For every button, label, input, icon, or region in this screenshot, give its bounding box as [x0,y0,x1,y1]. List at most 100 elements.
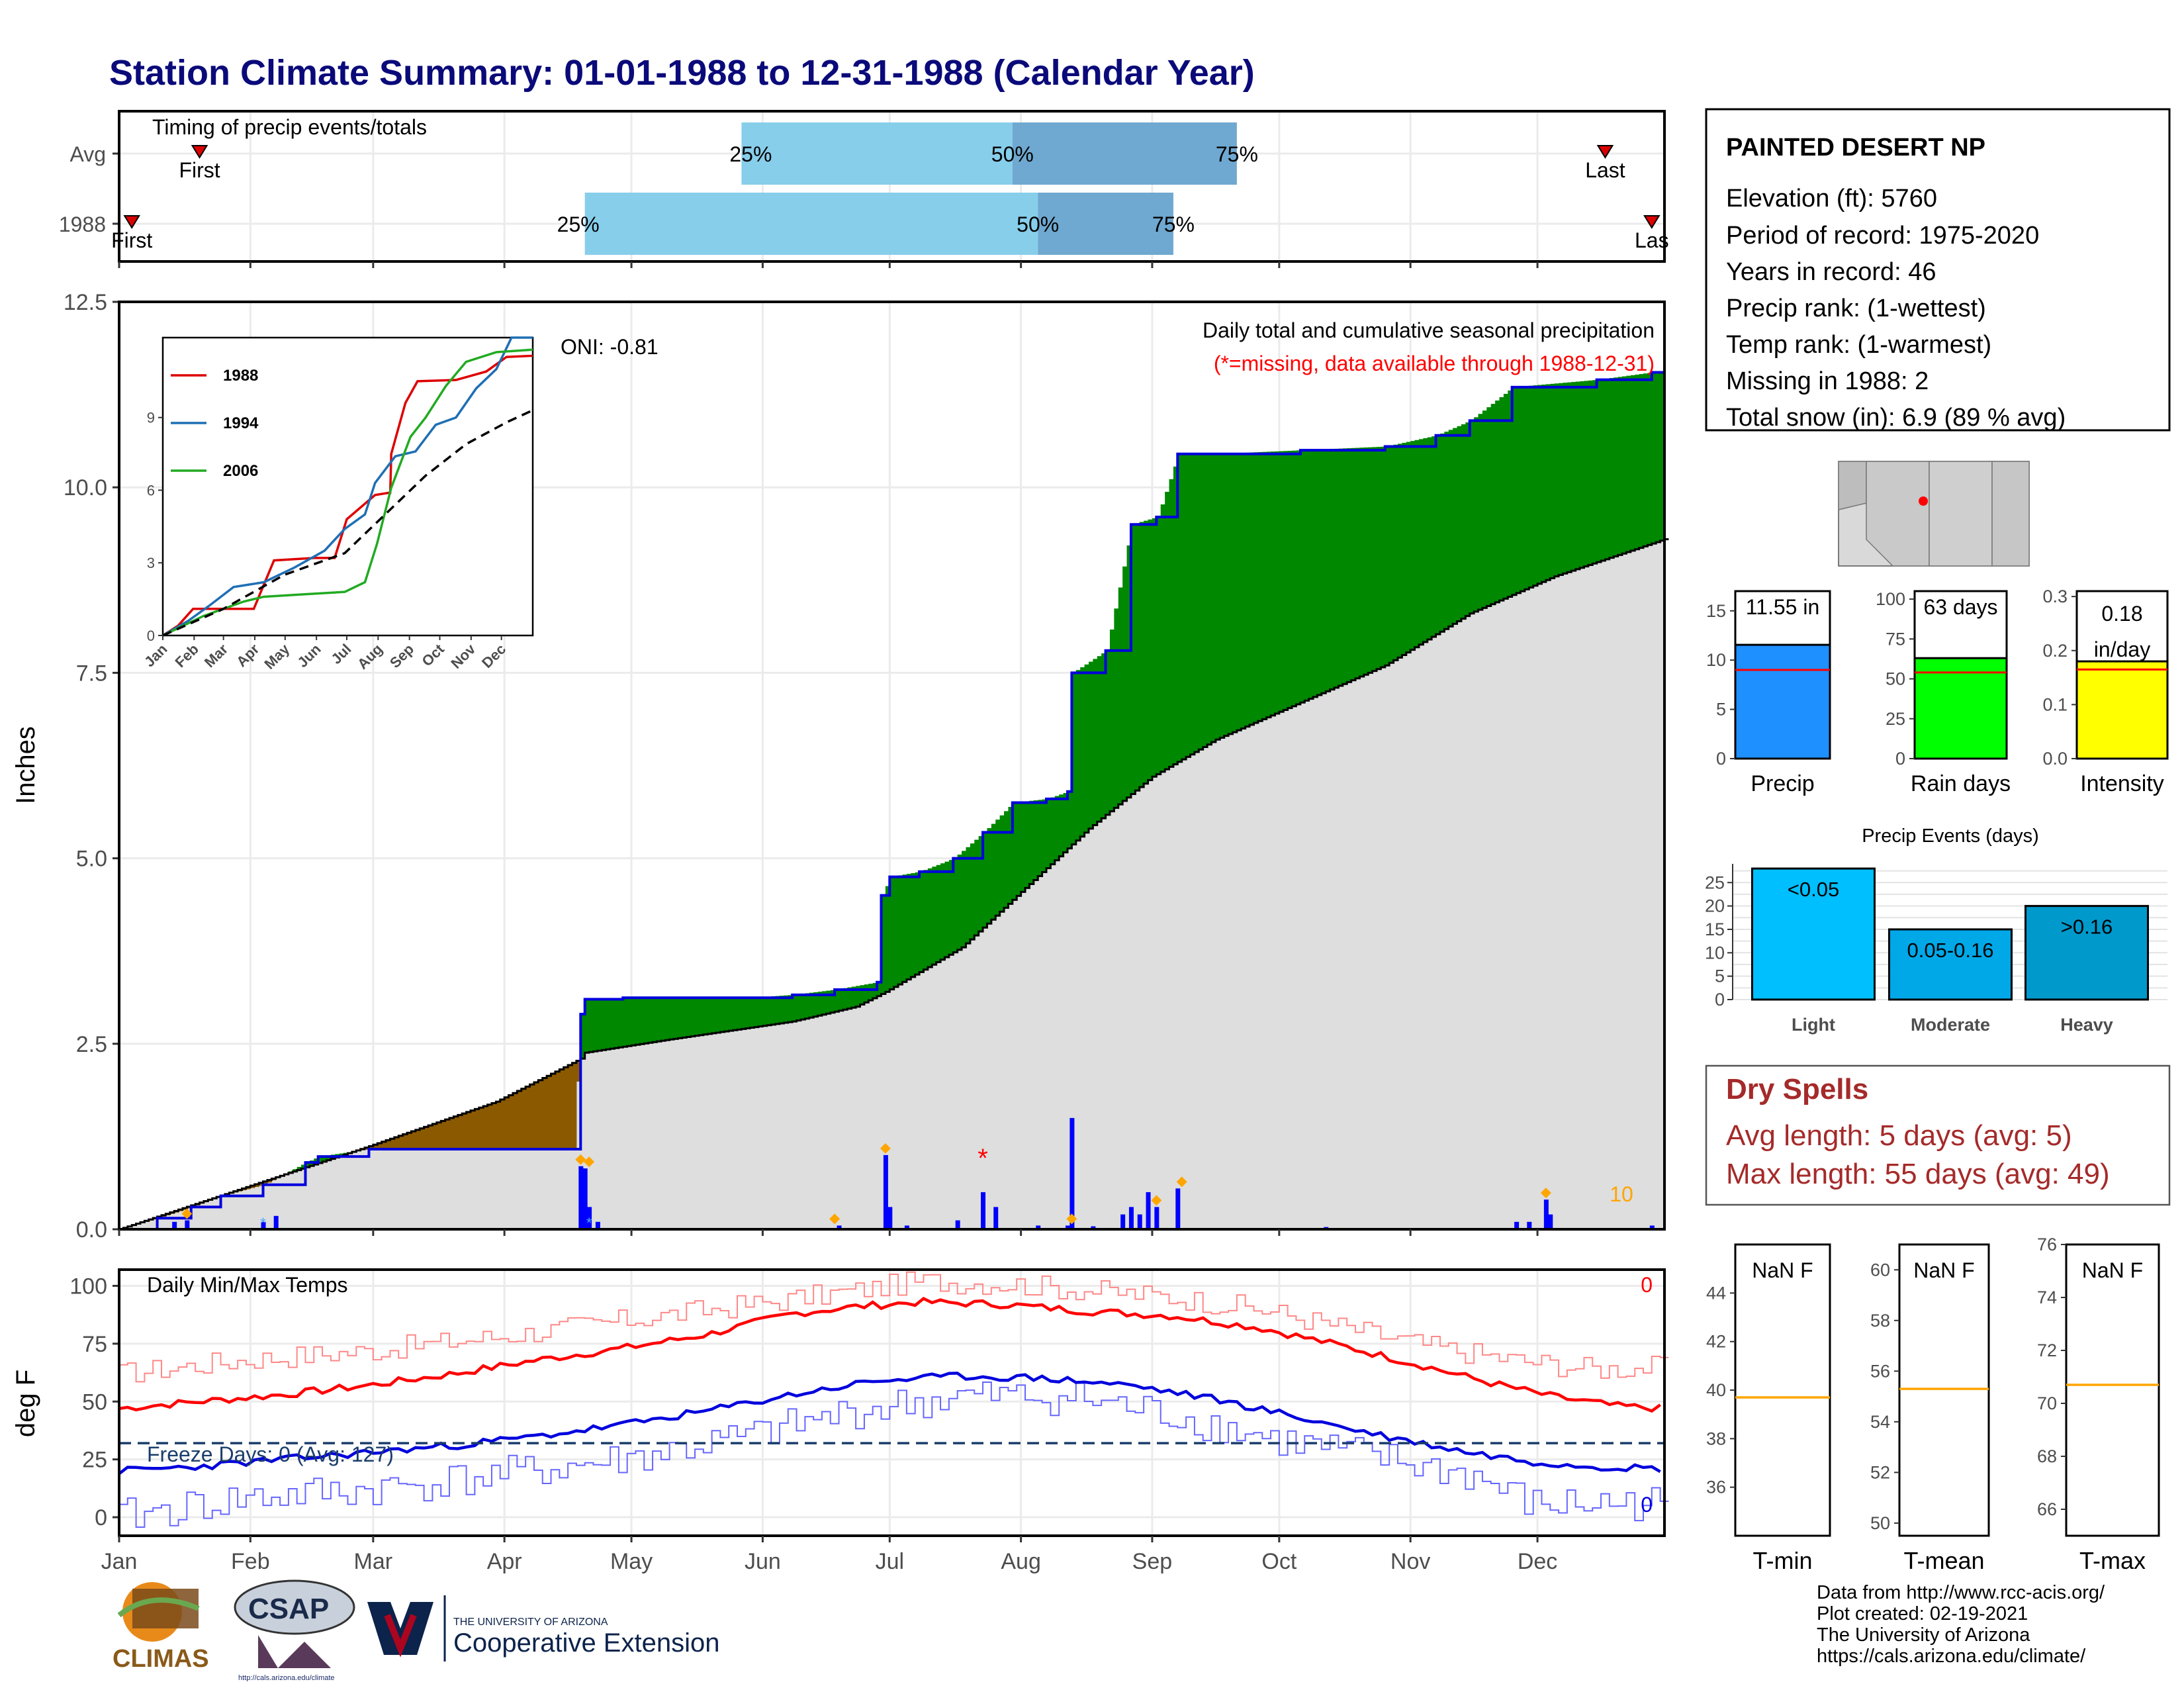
snow-marker: * [260,1215,266,1231]
big-event-count: 10 [1610,1182,1633,1206]
surplus-segment [1296,450,1301,705]
y-tick-label: 10.0 [64,475,107,500]
surplus-segment [987,827,992,924]
deficit-segment [369,1146,374,1149]
deficit-segment [547,1076,552,1149]
inset-y-tick-label: 3 [147,555,155,571]
y-tick-label: 25 [1886,709,1905,729]
surplus-segment [610,998,615,1049]
surplus-segment [1275,451,1280,714]
surplus-segment [635,998,641,1045]
summary-value-label: 63 days [1923,595,1997,619]
y-tick-label: 5.0 [76,847,107,872]
surplus-segment [1584,381,1589,567]
dry-spells-avg: Avg length: 5 days (avg: 5) [1726,1119,2072,1152]
timing-row-label: Avg [69,142,106,166]
timing-q50-label: 50% [991,142,1034,166]
surplus-segment [856,986,861,1007]
surplus-segment [1554,383,1559,577]
surplus-segment [1580,381,1584,568]
surplus-segment [584,999,590,1053]
surplus-segment [957,854,962,950]
surplus-segment [1101,653,1107,819]
surplus-segment [1402,442,1407,655]
timing-first-label: First [179,158,220,182]
surplus-segment [991,823,996,920]
surplus-segment [1545,384,1551,581]
deficit-segment [453,1116,459,1149]
temp-summary-frame [1734,1243,1831,1537]
summary-value-unit: in/day [2094,637,2150,661]
surplus-segment [1567,382,1572,573]
event-bar-label: <0.05 [1788,878,1839,901]
surplus-segment [788,995,793,1023]
y-tick-label: 42 [1706,1332,1726,1352]
station-period: Period of record: 1975-2020 [1726,222,2039,250]
timing-first-label: First [111,228,152,252]
surplus-segment [1622,376,1627,554]
surplus-segment [1021,802,1026,892]
surplus-segment [1469,420,1475,614]
surplus-segment [1537,385,1542,584]
surplus-segment [305,1162,310,1168]
surplus-segment [877,982,882,996]
station-precip-rank: Precip rank: (1-wettest) [1726,295,1986,322]
event-bar-label: 0.05-0.16 [1907,939,1994,962]
surplus-segment [809,992,814,1018]
surplus-segment [796,994,801,1021]
timing-last-marker [1596,145,1614,159]
daily-precip-bar [904,1225,909,1229]
surplus-segment [1139,522,1144,788]
y-tick-label: 76 [2037,1235,2057,1254]
surplus-segment [1351,447,1356,680]
credits-data-source: Data from http://www.rcc-acis.org/ [1817,1582,2105,1603]
temp-summary-label: T-min [1753,1547,1813,1574]
surplus-segment [889,876,895,990]
inset-legend-label: 1988 [223,367,258,385]
surplus-segment [944,861,950,958]
daily-precip-bar [1527,1221,1532,1229]
surplus-segment [741,998,747,1029]
timing-q75-label: 75% [1152,212,1195,236]
timing-band-50-75 [1038,193,1173,255]
daily-precip-bar [578,1166,584,1229]
surplus-segment [1524,386,1529,590]
surplus-segment [1118,587,1123,805]
avg-max-temp-line [118,1296,1661,1413]
surplus-segment [775,996,780,1024]
surplus-segment [1093,659,1098,825]
surplus-segment [1012,802,1017,900]
deficit-segment [449,1117,454,1149]
station-temp-rank: Temp rank: (1-warmest) [1726,331,1991,359]
deficit-segment [466,1111,471,1149]
daily-precip-bar [1548,1214,1553,1229]
y-tick-label: 38 [1706,1429,1726,1448]
surplus-segment [1605,378,1610,559]
temp-summary-frame [1898,1243,1990,1537]
surplus-segment [851,986,856,1008]
y-tick-label: 0 [1715,990,1725,1009]
locator-map [1838,461,2030,567]
daily-precip-bar [587,1207,592,1229]
surplus-segment [733,998,738,1031]
surplus-segment [644,998,649,1044]
record-min-line [119,1382,1669,1528]
daily-precip-bar [1543,1199,1549,1229]
deficit-segment [390,1139,395,1149]
y-tick-label: 5 [1716,700,1726,720]
surplus-segment [593,999,598,1052]
deficit-segment [521,1088,526,1149]
surplus-segment [1376,447,1381,669]
deficit-segment [475,1109,480,1149]
temp-title: Daily Min/Max Temps [147,1273,347,1297]
surplus-segment [296,1166,302,1170]
timing-last-label: Last [1585,158,1625,182]
surplus-segment [1439,433,1445,632]
deficit-segment [254,1184,259,1188]
surplus-segment [653,998,657,1043]
surplus-segment [669,998,674,1040]
station-years: Years in record: 46 [1726,258,1936,286]
deficit-segment [398,1135,404,1149]
x-tick-label: Feb [231,1549,270,1574]
surplus-segment [1156,517,1161,774]
